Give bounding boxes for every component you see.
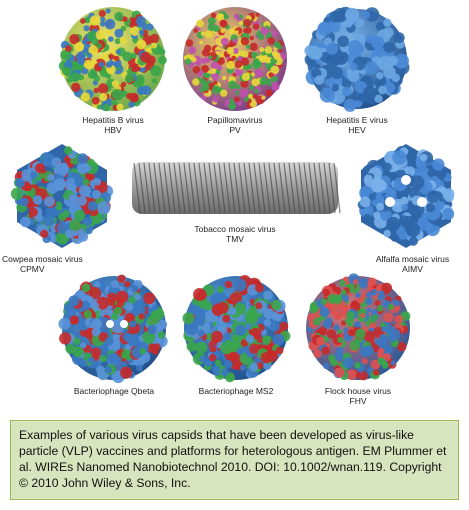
cpmv-abbr: CPMV: [20, 264, 45, 274]
figure-caption: Examples of various virus capsids that h…: [10, 420, 459, 500]
fhv-capsid: [306, 273, 411, 381]
pv-capsid: [183, 7, 287, 111]
ms2-name: Bacteriophage MS2: [198, 386, 274, 396]
label-tmv: Tobacco mosaic virus TMV: [185, 224, 285, 244]
aimv-abbr: AIMV: [402, 264, 423, 274]
ms2-capsid: [182, 275, 291, 383]
tmv-abbr: TMV: [226, 234, 244, 244]
qbeta-name: Bacteriophage Qbeta: [73, 386, 155, 396]
label-qbeta: Bacteriophage Qbeta: [64, 386, 164, 396]
label-fhv: Flock house virus FHV: [308, 386, 408, 406]
hev-abbr: HEV: [348, 125, 366, 135]
hbv-abbr: HBV: [104, 125, 122, 135]
label-hev: Hepatitis E virus HEV: [307, 115, 407, 135]
aimv-capsid: [357, 144, 455, 248]
tmv-rod: [132, 162, 341, 214]
pv-name: Papillomavirus: [207, 115, 263, 125]
pv-abbr: PV: [229, 125, 241, 135]
label-ms2: Bacteriophage MS2: [186, 386, 286, 396]
label-pv: Papillomavirus PV: [185, 115, 285, 135]
hev-capsid: [304, 6, 410, 112]
fhv-name: Flock house virus: [324, 386, 392, 396]
aimv-name: Alfalfa mosaic virus: [375, 254, 450, 264]
label-hbv: Hepatitis B virus HBV: [63, 115, 163, 135]
tmv-name: Tobacco mosaic virus: [194, 224, 276, 234]
cpmv-capsid: [10, 144, 114, 248]
qbeta-capsid: [58, 274, 168, 384]
fhv-abbr: FHV: [349, 396, 367, 406]
label-aimv: Alfalfa mosaic virus AIMV: [360, 254, 465, 274]
virus-capsid-figure: Hepatitis B virus HBV Papillomavirus PV …: [2, 6, 465, 406]
label-cpmv: Cowpea mosaic virus CPMV: [2, 254, 92, 274]
cpmv-name: Cowpea mosaic virus: [2, 254, 83, 264]
hbv-capsid: [58, 7, 167, 112]
hev-name: Hepatitis E virus: [326, 115, 388, 125]
hbv-name: Hepatitis B virus: [82, 115, 144, 125]
